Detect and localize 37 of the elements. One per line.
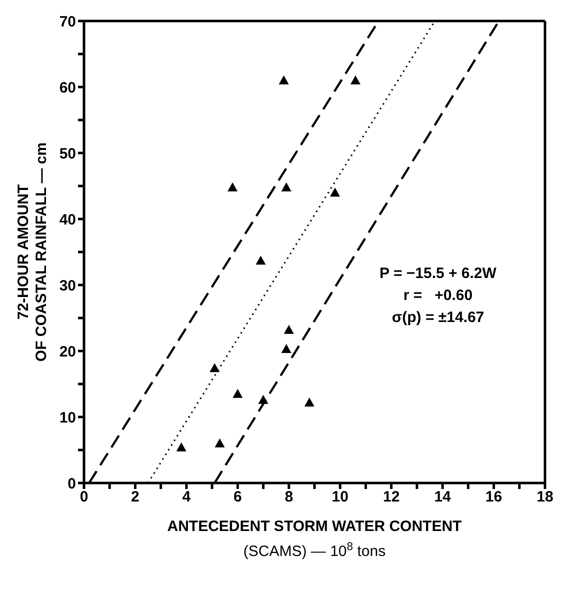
- x-tick-label: 14: [434, 488, 452, 506]
- y-tick-label: 50: [59, 145, 76, 162]
- point: [281, 344, 292, 354]
- point: [258, 394, 268, 404]
- x-tick-label: 0: [80, 488, 88, 506]
- x-tick-label: 6: [233, 488, 242, 506]
- annotation: σ(p) = ±14.67: [390, 308, 486, 328]
- y-tick-label: 40: [59, 211, 76, 228]
- point: [210, 363, 220, 372]
- x-tick-label: 12: [382, 488, 400, 506]
- y-tick-label: 20: [59, 343, 76, 360]
- y-tick-label: 30: [59, 277, 76, 294]
- point: [176, 442, 186, 452]
- x-tick-label: 4: [182, 488, 192, 506]
- point: [330, 188, 340, 197]
- x-tick-label: 10: [332, 488, 348, 506]
- point: [284, 324, 294, 334]
- x-tick-label: 16: [485, 488, 502, 506]
- point: [278, 75, 289, 84]
- x-tick-label: 18: [536, 488, 554, 506]
- annotation: P = −15.5 + 6.2W: [378, 264, 498, 284]
- point: [304, 397, 314, 406]
- y-tick-label: 10: [59, 409, 76, 426]
- point: [256, 256, 266, 265]
- point: [281, 182, 292, 192]
- point: [232, 388, 243, 398]
- point: [214, 438, 225, 448]
- y-tick-label: 60: [59, 79, 76, 96]
- point: [228, 182, 238, 192]
- y-axis-title: 72-HOUR AMOUNT OF COASTAL RAINFALL — cm: [15, 142, 50, 362]
- y-tick-label: 0: [68, 475, 76, 492]
- x-axis-title: ANTECEDENT STORM WATER CONTENT (SCAMS) — 10$^{8}$ tons: [167, 518, 462, 560]
- y-tick-label: 70: [59, 13, 76, 30]
- point: [350, 75, 360, 84]
- annotation: r = +0.60: [402, 286, 474, 306]
- x-tick-label: 2: [131, 488, 140, 506]
- x-tick-label: 8: [284, 488, 294, 506]
